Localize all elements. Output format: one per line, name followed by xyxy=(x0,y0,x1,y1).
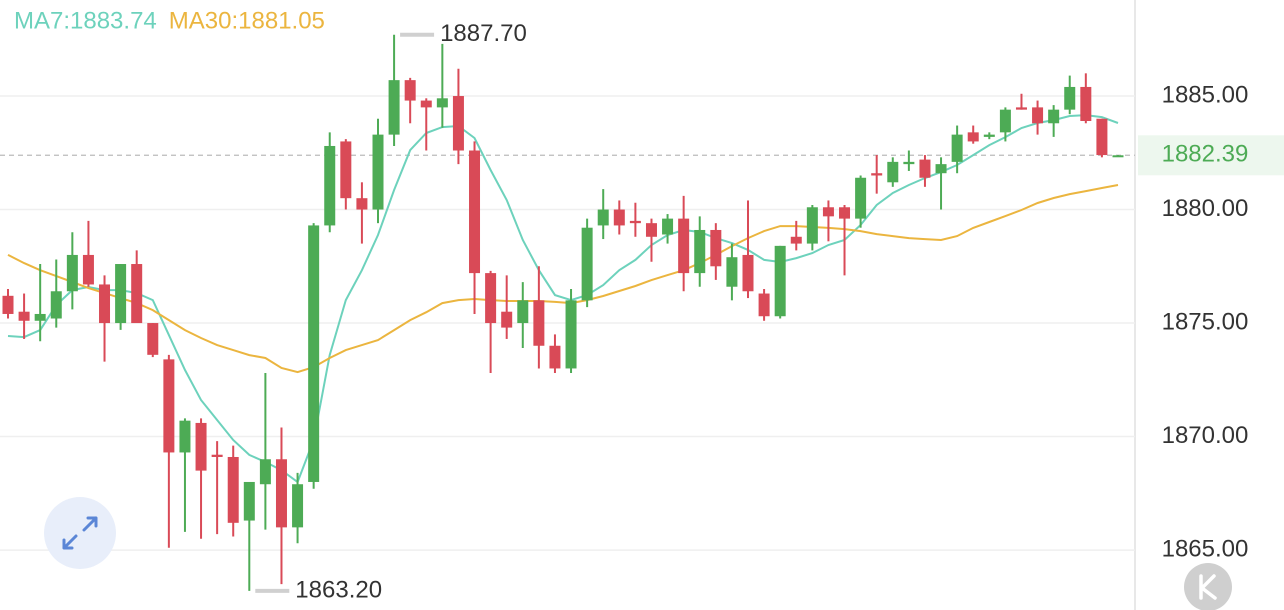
expand-icon[interactable] xyxy=(62,516,98,550)
candle-body xyxy=(903,161,915,165)
candle-body xyxy=(195,422,207,471)
candle-body xyxy=(1048,109,1060,124)
candle-body xyxy=(469,150,481,274)
k-circle[interactable] xyxy=(1184,563,1232,610)
candle-body xyxy=(163,359,175,453)
candle-body xyxy=(1015,107,1027,110)
candle-body xyxy=(227,456,239,523)
candle-body xyxy=(806,207,818,244)
candle-body xyxy=(420,100,432,108)
k-button[interactable] xyxy=(1184,563,1232,610)
extreme-label: 1863.20 xyxy=(295,576,382,603)
candle-body xyxy=(726,257,738,287)
expand-button[interactable] xyxy=(44,497,116,569)
candle-body xyxy=(2,295,14,314)
last-price-label: 1882.39 xyxy=(1162,141,1249,168)
candle-body xyxy=(645,223,657,237)
candle-body xyxy=(356,198,368,210)
candle-body xyxy=(179,420,191,453)
candle-body xyxy=(147,323,159,355)
candle-body xyxy=(308,225,320,482)
candle-body xyxy=(485,273,497,324)
candle-body xyxy=(1112,155,1124,158)
candle-body xyxy=(388,80,400,135)
candle-body xyxy=(1032,107,1044,124)
candle-body xyxy=(887,161,899,183)
candle-body xyxy=(871,173,883,176)
candle-body xyxy=(404,80,416,101)
candle-body xyxy=(99,284,111,324)
candle-body xyxy=(613,209,625,226)
candle-body xyxy=(275,459,287,528)
candle-body xyxy=(629,220,641,224)
candle-body xyxy=(50,291,62,319)
ma-line xyxy=(7,114,1119,484)
legend-label: MA30:1881.05 xyxy=(169,7,325,34)
candle-body xyxy=(565,300,577,369)
candle-body xyxy=(372,134,384,210)
candle-body xyxy=(919,159,931,178)
candle-body xyxy=(967,132,979,142)
candle-body xyxy=(34,313,46,321)
candle-body xyxy=(983,134,995,137)
candle-body xyxy=(131,264,143,324)
candle-body xyxy=(951,134,963,162)
candle-body xyxy=(292,484,304,528)
candle-body xyxy=(517,300,529,324)
candle-body xyxy=(211,454,223,457)
candle-body xyxy=(839,207,851,219)
candle-body xyxy=(66,254,78,292)
y-tick-label: 1875.00 xyxy=(1162,308,1249,335)
candle-body xyxy=(243,481,255,521)
k-icon[interactable] xyxy=(1199,574,1217,600)
candle-body xyxy=(742,254,754,292)
y-tick-label: 1870.00 xyxy=(1162,422,1249,449)
candle-body xyxy=(549,345,561,369)
candle-body xyxy=(597,209,609,226)
overlay: 1882.39 MA7:1883.74 MA30:1881.05 1887.70 186… xyxy=(14,7,1284,603)
candle-body xyxy=(436,98,448,108)
candle-body xyxy=(1080,86,1092,122)
candle-body xyxy=(774,245,786,317)
candle-body xyxy=(115,264,127,324)
candle-body xyxy=(501,311,513,328)
y-tick-label: 1885.00 xyxy=(1162,81,1249,108)
candle-body xyxy=(822,207,834,217)
candle-body xyxy=(1096,118,1108,156)
candle-body xyxy=(259,459,271,485)
expand-circle[interactable] xyxy=(44,497,116,569)
extreme-label: 1887.70 xyxy=(440,20,527,47)
candle-body xyxy=(935,164,947,174)
candles xyxy=(2,34,1124,591)
y-tick-label: 1880.00 xyxy=(1162,195,1249,222)
ma-line xyxy=(7,184,1119,374)
candle-body xyxy=(18,311,30,321)
candle-body xyxy=(790,236,802,244)
candle-body xyxy=(452,96,464,151)
candle-body xyxy=(758,293,770,317)
candle-body xyxy=(678,218,690,274)
ma-lines xyxy=(7,114,1119,484)
candle-body xyxy=(999,109,1011,133)
y-tick-label: 1865.00 xyxy=(1162,535,1249,562)
legend-label: MA7:1883.74 xyxy=(14,7,157,34)
last-price-box xyxy=(1138,135,1284,176)
candle-body xyxy=(82,254,94,285)
candle-body xyxy=(533,300,545,346)
candle-body xyxy=(1064,86,1076,110)
candle-body xyxy=(581,227,593,301)
candle-body xyxy=(694,229,706,274)
candle-body xyxy=(324,145,336,226)
candle-body xyxy=(710,229,722,267)
candle-body xyxy=(340,141,352,199)
candle-body xyxy=(855,177,867,219)
candle-body xyxy=(662,218,674,235)
